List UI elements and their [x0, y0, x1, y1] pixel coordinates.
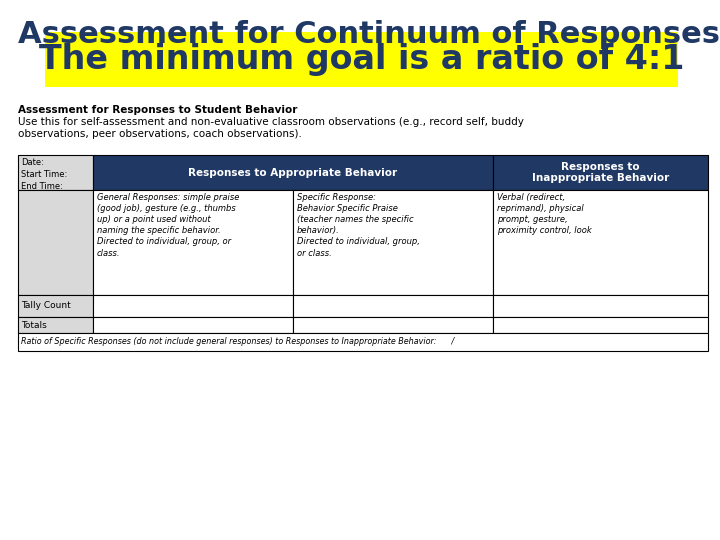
Bar — [493, 190, 708, 295]
Text: Tally Count: Tally Count — [21, 301, 71, 310]
Bar — [18, 317, 93, 333]
Text: Specific Response:
Behavior Specific Praise
(teacher names the specific
behavior: Specific Response: Behavior Specific Pra… — [297, 193, 420, 258]
Bar — [293, 295, 493, 317]
Text: Responses to
Inappropriate Behavior: Responses to Inappropriate Behavior — [532, 161, 669, 183]
Bar — [293, 190, 493, 295]
Bar — [93, 295, 293, 317]
Bar — [45, 32, 678, 87]
Bar — [18, 155, 93, 190]
Text: Assessment for Continuum of Responses: Assessment for Continuum of Responses — [18, 20, 720, 49]
Text: Ratio of Specific Responses (do not include general responses) to Responses to I: Ratio of Specific Responses (do not incl… — [21, 338, 454, 347]
Bar — [93, 317, 293, 333]
Bar — [18, 190, 93, 295]
Bar — [493, 317, 708, 333]
Text: Verbal (redirect,
reprimand), physical
prompt, gesture,
proximity control, look: Verbal (redirect, reprimand), physical p… — [497, 193, 592, 235]
Bar — [93, 155, 493, 190]
Text: General Responses: simple praise
(good job), gesture (e.g., thumbs
up) or a poin: General Responses: simple praise (good j… — [97, 193, 239, 258]
Text: Totals: Totals — [21, 321, 47, 329]
Bar — [493, 295, 708, 317]
Text: The minimum goal is a ratio of 4:1: The minimum goal is a ratio of 4:1 — [39, 43, 684, 76]
Bar — [18, 333, 708, 351]
Bar — [18, 295, 93, 317]
Text: Assessment for Responses to Student Behavior: Assessment for Responses to Student Beha… — [18, 105, 297, 115]
Bar — [293, 317, 493, 333]
Text: Use this for self-assessment and non-evaluative classroom observations (e.g., re: Use this for self-assessment and non-eva… — [18, 117, 524, 139]
Text: Responses to Appropriate Behavior: Responses to Appropriate Behavior — [189, 167, 397, 178]
Bar — [493, 155, 708, 190]
Text: Date:
Start Time:
End Time:: Date: Start Time: End Time: — [21, 158, 67, 191]
Bar — [93, 190, 293, 295]
